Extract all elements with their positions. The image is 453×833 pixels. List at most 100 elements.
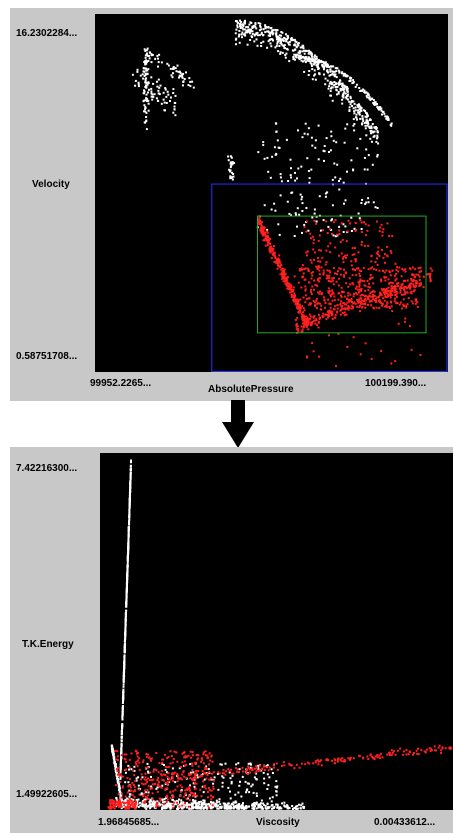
data-point <box>127 534 130 536</box>
data-point <box>144 79 147 82</box>
data-point <box>152 802 155 805</box>
data-point <box>269 27 272 30</box>
data-point <box>132 798 135 801</box>
data-point <box>146 789 149 791</box>
data-point <box>143 48 146 51</box>
inner-selection-box[interactable] <box>256 215 427 334</box>
data-point <box>145 803 148 806</box>
data-point <box>197 754 200 757</box>
bottom-scatter-plot[interactable] <box>100 453 453 810</box>
data-point <box>288 282 291 285</box>
data-point <box>249 32 252 35</box>
data-point <box>266 764 269 767</box>
data-point <box>316 268 319 270</box>
data-point <box>304 60 307 63</box>
data-point <box>130 768 133 771</box>
data-point <box>141 776 144 779</box>
data-point <box>275 786 278 789</box>
data-point <box>165 806 168 809</box>
data-point <box>291 805 294 807</box>
top-scatter-plot[interactable] <box>95 14 448 372</box>
data-point <box>299 298 302 301</box>
data-point <box>326 269 329 272</box>
data-point <box>153 93 156 96</box>
data-point <box>161 762 164 765</box>
data-point <box>206 791 209 793</box>
data-point <box>263 204 266 207</box>
data-point <box>352 168 355 171</box>
data-point <box>383 271 386 274</box>
data-point <box>418 275 421 278</box>
data-point <box>392 750 395 753</box>
data-point <box>395 296 398 298</box>
data-point <box>248 782 250 785</box>
data-point <box>126 579 129 582</box>
data-point <box>239 19 241 22</box>
data-point <box>234 801 237 804</box>
data-point <box>304 278 307 281</box>
data-point <box>328 315 331 317</box>
data-point <box>269 32 272 35</box>
data-point <box>164 789 167 791</box>
data-point <box>124 806 127 809</box>
data-point <box>342 72 345 75</box>
data-point <box>134 800 137 803</box>
data-point <box>306 761 309 764</box>
data-point <box>153 802 156 805</box>
data-point <box>387 294 390 297</box>
data-point <box>233 162 236 165</box>
data-point <box>270 45 273 48</box>
data-point <box>157 89 160 92</box>
data-point <box>277 146 280 149</box>
data-point <box>330 314 333 317</box>
data-point <box>381 113 383 116</box>
data-point <box>259 22 262 25</box>
data-point <box>258 768 261 771</box>
data-point <box>144 804 147 807</box>
data-point <box>124 626 127 629</box>
data-point <box>246 773 249 775</box>
data-point <box>230 806 232 809</box>
data-point <box>381 302 384 305</box>
data-point <box>358 105 361 108</box>
data-point <box>286 287 289 290</box>
data-point <box>333 762 336 765</box>
data-point <box>182 72 185 75</box>
data-point <box>376 153 379 156</box>
data-point <box>349 300 352 302</box>
data-point <box>143 61 146 63</box>
data-point <box>184 793 187 796</box>
data-point <box>295 805 297 808</box>
data-point <box>119 781 122 784</box>
data-point <box>318 316 321 319</box>
data-point <box>147 109 150 112</box>
data-point <box>393 291 396 294</box>
data-point <box>288 807 291 810</box>
data-point <box>144 63 147 66</box>
data-point <box>255 795 258 797</box>
data-point <box>361 123 364 126</box>
data-point <box>313 288 315 291</box>
outer-selection-box[interactable] <box>211 183 448 372</box>
data-point <box>166 783 169 786</box>
data-point <box>241 36 243 39</box>
data-point <box>208 803 211 806</box>
data-point <box>281 38 284 41</box>
data-point <box>147 91 149 94</box>
data-point <box>260 224 263 227</box>
data-point <box>114 784 117 787</box>
data-point <box>289 286 292 289</box>
data-point <box>127 799 130 802</box>
data-point <box>304 267 307 270</box>
data-point <box>441 747 444 750</box>
data-point <box>390 285 393 287</box>
data-point <box>204 787 207 790</box>
data-point <box>123 646 126 649</box>
data-point <box>372 295 375 297</box>
data-point <box>170 804 173 807</box>
data-point <box>314 139 317 142</box>
data-point <box>334 235 337 238</box>
data-point <box>167 780 170 783</box>
data-point <box>129 485 132 488</box>
data-point <box>146 72 149 75</box>
